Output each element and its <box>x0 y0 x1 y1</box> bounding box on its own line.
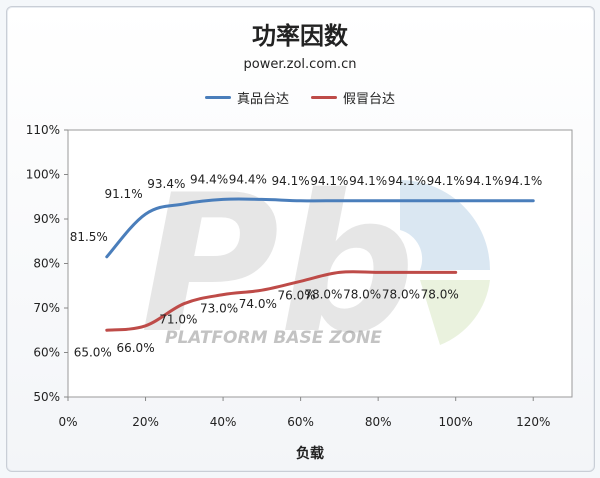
data-label: 65.0% <box>74 345 112 359</box>
y-tick-label: 70% <box>33 301 60 315</box>
x-tick-label: 100% <box>439 415 473 429</box>
data-label: 94.1% <box>349 174 387 188</box>
legend-swatch-genuine <box>204 96 231 99</box>
data-label: 76.0% <box>278 288 316 302</box>
data-label: 94.4% <box>229 172 267 186</box>
data-label: 94.1% <box>272 174 310 188</box>
data-label: 93.4% <box>147 177 185 191</box>
series-line-counterfeit <box>105 270 458 332</box>
data-label: 94.1% <box>504 174 542 188</box>
watermark-logo: Pb <box>140 154 490 375</box>
data-label: 94.1% <box>465 174 503 188</box>
data-label: 78.0% <box>343 287 381 301</box>
data-label: 94.1% <box>388 174 426 188</box>
legend-label-counterfeit: 假冒台达 <box>343 92 396 107</box>
x-tick-label: 0% <box>58 415 77 429</box>
plot-area <box>67 129 573 398</box>
legend-label-genuine: 真品台达 <box>236 92 289 107</box>
legend-swatch-counterfeit <box>311 96 337 99</box>
x-tick-label: 40% <box>210 415 237 429</box>
watermark-arc-blue <box>400 180 490 270</box>
data-label: 94.4% <box>190 172 228 186</box>
chart-title: 功率因数 <box>252 22 348 50</box>
chart-legend: 真品台达 假冒台达 <box>0 88 600 107</box>
y-tick-label: 110% <box>26 123 60 137</box>
y-tick-label: 100% <box>26 168 60 182</box>
data-label: 78.0% <box>421 287 459 301</box>
data-label: 74.0% <box>239 297 277 311</box>
chart-subtitle: power.zol.com.cn <box>243 57 357 72</box>
data-label: 71.0% <box>159 313 197 327</box>
data-label: 94.1% <box>427 174 465 188</box>
watermark-arc-green <box>420 280 490 345</box>
series-line-genuine <box>105 197 535 259</box>
watermark-text: PLATFORM BASE ZONE <box>165 328 382 348</box>
y-tick-label: 60% <box>33 346 60 360</box>
watermark-monogram: Pb <box>140 154 415 375</box>
y-tick-label: 50% <box>33 390 60 404</box>
x-tick-label: 20% <box>132 415 159 429</box>
y-tick-label: 80% <box>33 257 60 271</box>
data-label: 91.1% <box>104 187 142 201</box>
data-label: 94.1% <box>310 174 348 188</box>
x-axis-label: 负载 <box>296 446 324 462</box>
data-label: 81.5% <box>70 230 108 244</box>
x-tick-label: 120% <box>516 415 550 429</box>
data-label: 78.0% <box>382 287 420 301</box>
x-tick-label: 80% <box>365 415 392 429</box>
legend-item-genuine: 真品台达 <box>204 88 289 107</box>
data-label: 78.0% <box>304 287 342 301</box>
legend-item-counterfeit: 假冒台达 <box>311 88 395 107</box>
x-tick-label: 60% <box>287 415 314 429</box>
data-label: 66.0% <box>116 341 154 355</box>
data-label: 73.0% <box>200 302 238 316</box>
y-tick-label: 90% <box>33 212 60 226</box>
